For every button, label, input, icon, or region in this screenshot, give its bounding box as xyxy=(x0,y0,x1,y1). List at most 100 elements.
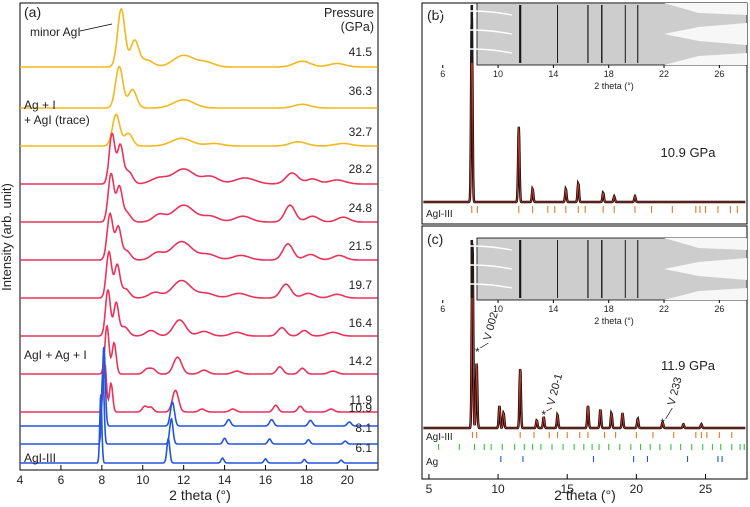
v-peak-pointer xyxy=(546,407,553,412)
panel-a-x-tick-label: 18 xyxy=(300,473,314,487)
pressure-label-36.3: 36.3 xyxy=(349,84,373,98)
panel-a-x-tick-label: 4 xyxy=(17,473,24,487)
panel-c-x-tick-label: 25 xyxy=(699,482,713,496)
c-inset-x-tick-label: 6 xyxy=(440,304,445,314)
panel-b-label: (b) xyxy=(427,7,444,23)
c-inset-x-tick-label: 26 xyxy=(714,304,724,314)
panel-a-y-axis-label: Intensity (arb. unit) xyxy=(0,183,14,291)
panel-b-inset-x-ticks: 6 10 14 18 22 26 xyxy=(440,65,724,79)
annotation-agi-iii: AgI-III xyxy=(24,451,56,465)
pressure-label-14.2: 14.2 xyxy=(349,354,373,368)
pattern-10.9-gpa xyxy=(20,346,378,427)
panel-a-frame xyxy=(19,2,379,471)
pressure-label-41.5: 41.5 xyxy=(349,45,373,59)
panel-c-calculated xyxy=(423,243,746,429)
pattern-41.5-gpa xyxy=(20,7,378,68)
panel-b-inset: 6 10 14 18 22 26 2 theta (°) xyxy=(435,2,748,91)
pressure-label-16.4: 16.4 xyxy=(349,316,373,330)
panel-c-label: (c) xyxy=(427,231,443,247)
b-inset-x-tick-label: 26 xyxy=(714,69,724,79)
panel-c-x-tick-label: 20 xyxy=(630,482,644,496)
panel-b-pressure-label: 10.9 GPa xyxy=(661,145,717,160)
panel-c-phase-label-agi3: AgI-III xyxy=(426,432,453,443)
panel-a-x-tick-label: 20 xyxy=(341,473,355,487)
c-inset-x-tick-label: 22 xyxy=(659,304,669,314)
annotation-ag-i-line-2: + AgI (trace) xyxy=(24,113,90,127)
panel-b-reflection-ticks xyxy=(471,206,738,213)
panel-a-x-tick-label: 8 xyxy=(98,473,105,487)
panel-c-inset-x-axis-label: 2 theta (°) xyxy=(594,316,634,326)
panel-c-inset-rings xyxy=(435,238,747,300)
pressure-label-8.1: 8.1 xyxy=(355,421,372,435)
pressure-label-24.8: 24.8 xyxy=(349,201,373,215)
panel-a-x-axis-label: 2 theta (°) xyxy=(169,487,231,503)
panel-b-inset-x-axis-label: 2 theta (°) xyxy=(594,81,634,91)
v-peak-star-marker: * xyxy=(541,408,546,422)
v-peak-pointer xyxy=(665,407,673,420)
b-inset-ring-arc xyxy=(435,29,513,35)
panel-c-x-tick-label: 5 xyxy=(426,482,433,496)
panel-b: (b) 10.9 GPa AgI-III 6 10 14 18 22 26 2 theta… xyxy=(421,2,748,225)
pattern-32.7-gpa xyxy=(20,113,378,147)
pattern-36.3-gpa xyxy=(20,65,378,109)
pressure-label-11.9: 11.9 xyxy=(350,393,373,407)
b-inset-x-tick-label: 10 xyxy=(493,69,503,79)
pressure-label-32.7: 32.7 xyxy=(349,125,373,139)
pressure-label-10.9: 10.9 xyxy=(349,401,373,415)
pattern-16.4-gpa xyxy=(20,288,378,337)
v-peak-star-marker: * xyxy=(660,416,665,430)
panel-c-pressure-label: 11.9 GPa xyxy=(661,358,716,373)
pressure-label-21.5: 21.5 xyxy=(349,239,373,253)
c-inset-ring-arc xyxy=(435,264,513,270)
b-inset-x-tick-label: 22 xyxy=(659,69,669,79)
pattern-21.5-gpa xyxy=(20,211,378,261)
legend-title-line-1: Pressure xyxy=(324,6,374,20)
pattern-6.1-gpa xyxy=(20,394,378,464)
pattern-24.8-gpa xyxy=(20,172,378,223)
c-inset-x-tick-label: 14 xyxy=(548,304,558,314)
pressure-label-19.7: 19.7 xyxy=(349,278,373,292)
panel-b-inset-rings xyxy=(435,3,747,65)
b-inset-ring-arc xyxy=(435,10,513,16)
panel-a-curves xyxy=(20,7,378,464)
c-inset-x-tick-label: 18 xyxy=(604,304,614,314)
pattern-8.1-gpa xyxy=(20,371,378,445)
panel-a-x-tick-label: 12 xyxy=(177,473,191,487)
panel-c-reflection-ticks xyxy=(438,432,745,462)
panel-c-x-ticks: 5 10 15 20 25 xyxy=(426,474,713,496)
v-peak-pointer xyxy=(480,342,489,349)
panel-a-label: (a) xyxy=(24,4,41,20)
annotation-ag-i-line-1: Ag + I xyxy=(24,98,56,112)
pressure-label-28.2: 28.2 xyxy=(349,162,373,176)
panel-a-x-ticks: 4 6 8 10 12 14 16 18 20 xyxy=(17,465,355,487)
panel-b-calculated xyxy=(423,17,746,203)
panel-c-pattern xyxy=(423,243,746,430)
panel-c-x-tick-label: 10 xyxy=(491,482,505,496)
annotation-agi-ag-i: AgI + Ag + I xyxy=(24,348,87,362)
v-peak-star-marker: * xyxy=(475,345,480,359)
b-inset-x-tick-label: 18 xyxy=(604,69,614,79)
legend-title-line-2: (GPa) xyxy=(341,20,374,34)
panel-a-x-tick-label: 16 xyxy=(259,473,273,487)
panel-c: (c) *V 002*V 20-1*V 233 11.9 GPa AgI-III… xyxy=(421,225,748,503)
c-inset-detector-edge xyxy=(664,238,747,300)
b-inset-ring-arc xyxy=(435,48,513,54)
panel-c-x-tick-label: 15 xyxy=(561,482,575,496)
panel-c-x-axis-label: 2 theta (°) xyxy=(554,487,616,503)
pattern-11.9-gpa xyxy=(20,361,378,413)
panel-a-x-tick-label: 6 xyxy=(58,473,65,487)
panel-c-inset: 6 10 14 18 22 26 2 theta (°) xyxy=(435,237,748,326)
panel-b-phase-label: AgI-III xyxy=(426,209,453,220)
pattern-14.2-gpa xyxy=(20,324,378,375)
panel-a-pressure-labels: 41.5 36.3 32.7 28.2 24.8 21.5 19.7 16.4 14.2 11.9… xyxy=(349,45,373,455)
panel-a: (a) Pressure (GPa) 41.5 36.3 32.7 28.2 24.8 2… xyxy=(0,2,379,503)
c-inset-x-tick-label: 10 xyxy=(493,304,503,314)
panel-b-pattern xyxy=(423,17,746,204)
b-inset-x-tick-label: 14 xyxy=(548,69,558,79)
c-inset-ring-arc xyxy=(435,283,513,289)
c-inset-ring-arc xyxy=(435,245,513,251)
b-inset-x-tick-label: 6 xyxy=(440,69,445,79)
pressure-label-6.1: 6.1 xyxy=(355,441,372,455)
panel-c-inset-x-ticks: 6 10 14 18 22 26 xyxy=(440,300,724,314)
